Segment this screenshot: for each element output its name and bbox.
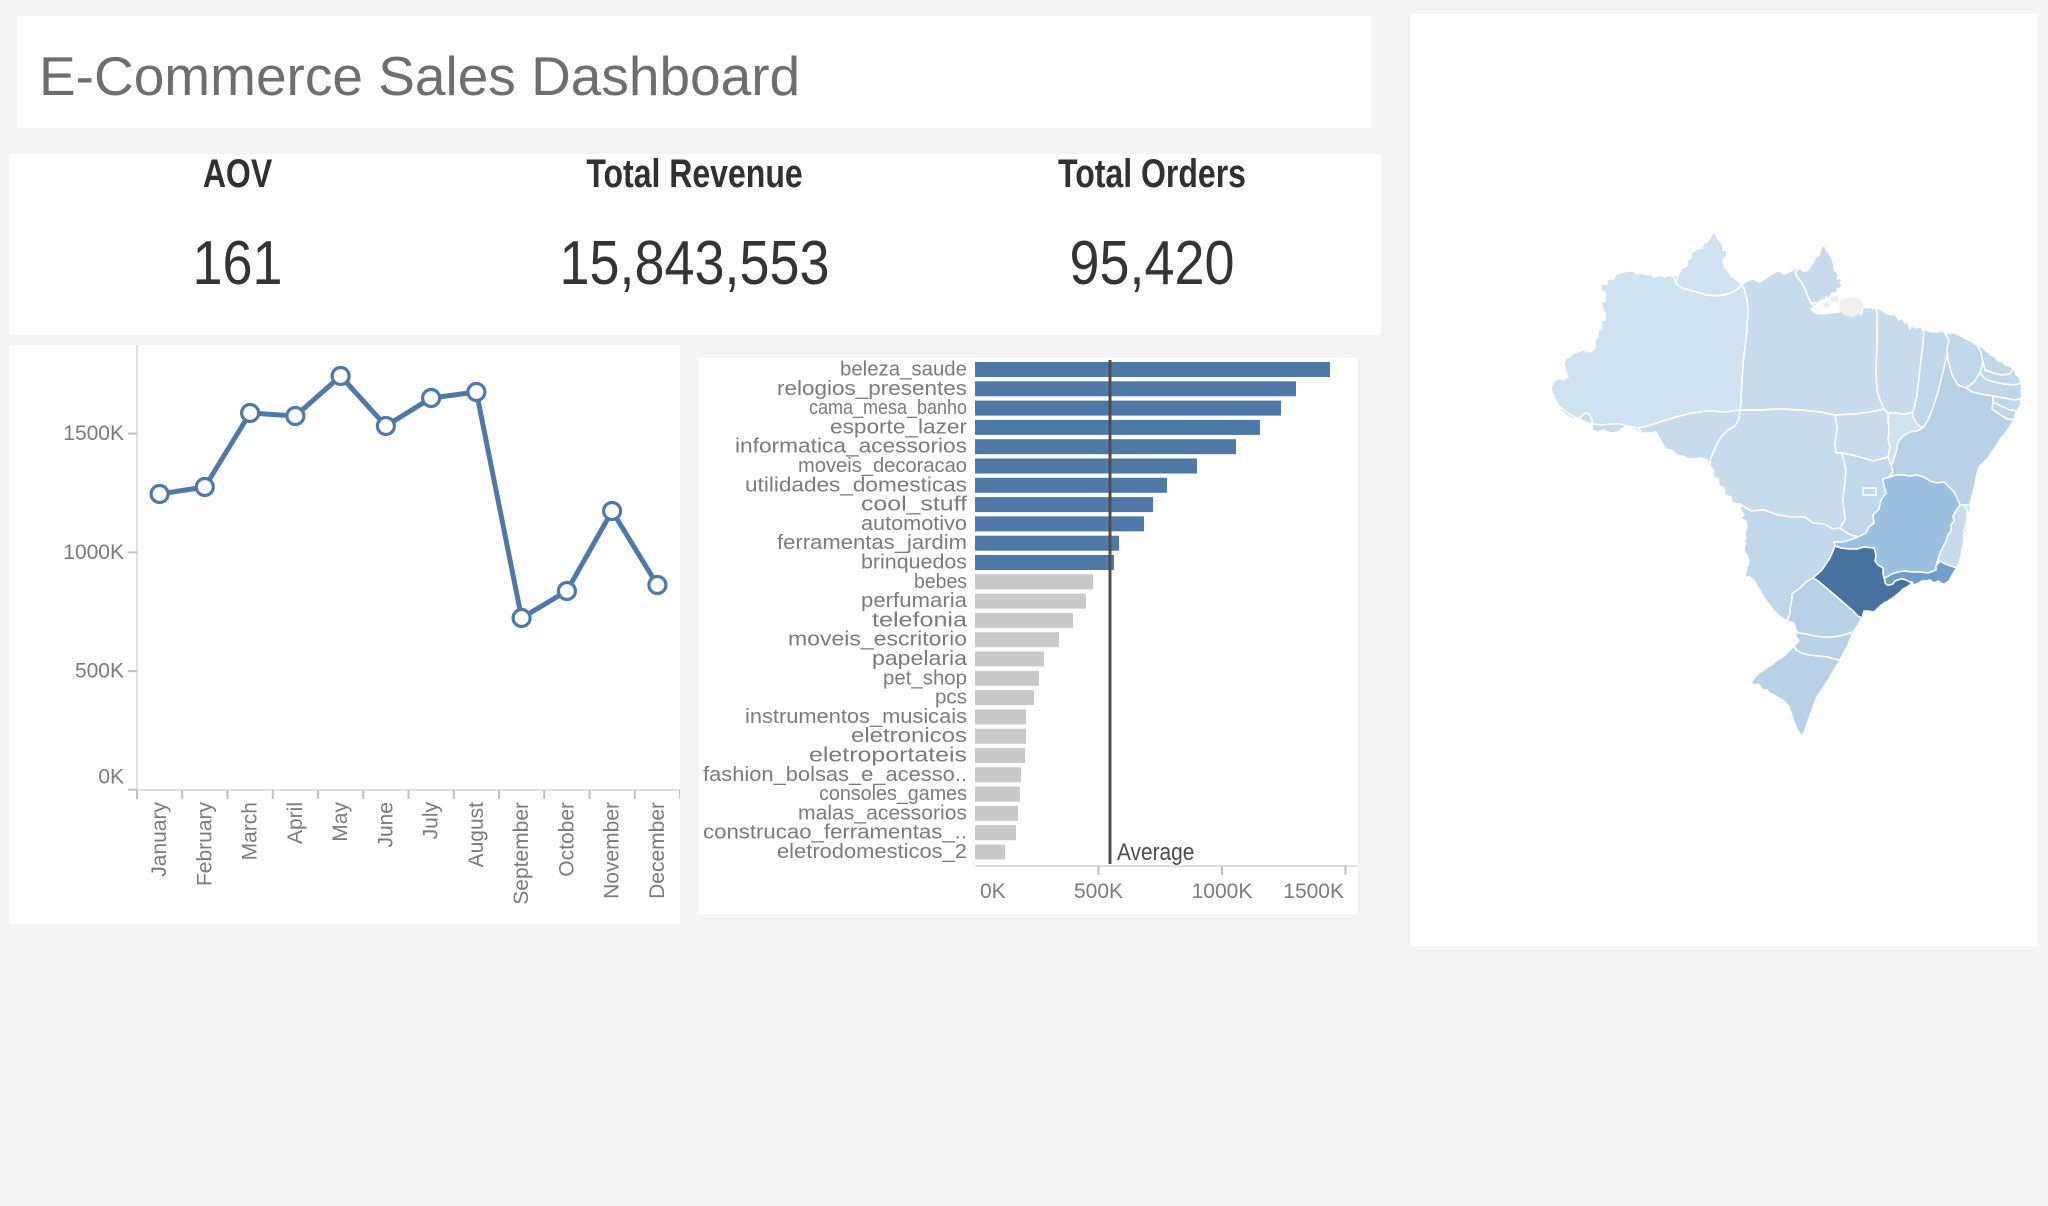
svg-text:September: September bbox=[510, 802, 533, 905]
svg-text:bebes: bebes bbox=[914, 571, 967, 593]
svg-text:eletrodomesticos_2: eletrodomesticos_2 bbox=[777, 841, 967, 863]
svg-text:beleza_saude: beleza_saude bbox=[840, 359, 967, 381]
svg-text:1500K: 1500K bbox=[1283, 880, 1344, 903]
svg-text:cama_mesa_banho: cama_mesa_banho bbox=[809, 397, 967, 419]
svg-text:500K: 500K bbox=[75, 660, 124, 683]
svg-text:telefonia: telefonia bbox=[872, 609, 968, 631]
svg-text:perfumaria: perfumaria bbox=[861, 590, 968, 612]
svg-text:pet_shop: pet_shop bbox=[883, 667, 967, 689]
svg-text:Average: Average bbox=[1117, 839, 1194, 866]
svg-text:January: January bbox=[148, 802, 171, 877]
svg-text:esporte_lazer: esporte_lazer bbox=[830, 416, 967, 438]
svg-text:June: June bbox=[374, 802, 397, 848]
svg-text:relogios_presentes: relogios_presentes bbox=[777, 378, 967, 400]
svg-text:July: July bbox=[420, 802, 443, 840]
svg-text:fashion_bolsas_e_acesso..: fashion_bolsas_e_acesso.. bbox=[703, 764, 967, 786]
svg-text:December: December bbox=[646, 802, 669, 899]
svg-text:pcs: pcs bbox=[935, 687, 967, 709]
svg-text:April: April bbox=[284, 802, 307, 844]
svg-text:brinquedos: brinquedos bbox=[861, 552, 967, 574]
svg-text:October: October bbox=[555, 802, 578, 877]
svg-text:1000K: 1000K bbox=[1192, 880, 1253, 903]
svg-text:May: May bbox=[329, 802, 352, 842]
svg-text:0K: 0K bbox=[980, 880, 1006, 903]
svg-text:moveis_escritorio: moveis_escritorio bbox=[788, 629, 967, 651]
svg-text:instrumentos_musicais: instrumentos_musicais bbox=[745, 706, 967, 728]
svg-text:consoles_games: consoles_games bbox=[819, 783, 967, 805]
svg-text:malas_acessorios: malas_acessorios bbox=[798, 802, 967, 824]
svg-text:March: March bbox=[239, 802, 262, 860]
svg-text:automotivo: automotivo bbox=[861, 513, 967, 535]
svg-text:cool_stuff: cool_stuff bbox=[861, 494, 968, 516]
svg-text:1000K: 1000K bbox=[63, 541, 124, 564]
svg-text:0K: 0K bbox=[98, 765, 124, 788]
svg-text:utilidades_domesticas: utilidades_domesticas bbox=[745, 474, 967, 496]
svg-text:construcao_ferramentas_..: construcao_ferramentas_.. bbox=[703, 822, 967, 844]
svg-text:500K: 500K bbox=[1074, 880, 1123, 903]
svg-text:1500K: 1500K bbox=[63, 422, 124, 445]
svg-text:papelaria: papelaria bbox=[872, 648, 968, 670]
svg-text:ferramentas_jardim: ferramentas_jardim bbox=[777, 532, 967, 554]
svg-text:November: November bbox=[601, 802, 624, 899]
svg-text:August: August bbox=[465, 802, 488, 868]
svg-text:informatica_acessorios: informatica_acessorios bbox=[735, 436, 967, 458]
svg-text:eletroportateis: eletroportateis bbox=[809, 745, 967, 767]
svg-text:eletronicos: eletronicos bbox=[851, 725, 967, 747]
svg-text:February: February bbox=[193, 802, 216, 887]
svg-text:moveis_decoracao: moveis_decoracao bbox=[798, 455, 967, 477]
